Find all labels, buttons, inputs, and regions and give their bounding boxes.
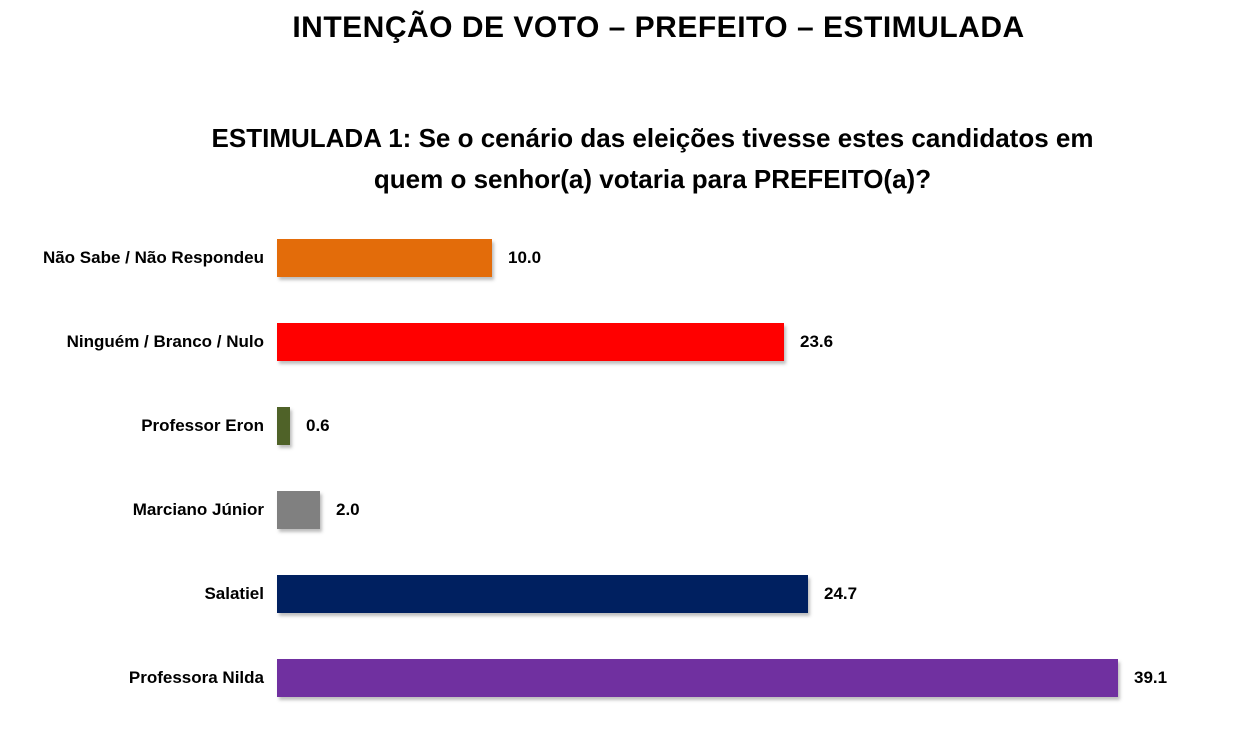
bar-row: Salatiel 24.7: [0, 552, 1247, 636]
bar: [277, 659, 1118, 697]
bar: [277, 491, 320, 529]
value-label: 23.6: [800, 332, 834, 351]
category-label: Professor Eron: [141, 416, 264, 436]
category-label: Não Sabe / Não Respondeu: [42, 248, 264, 268]
bar-row: Marciano Júnior 2.0: [0, 468, 1247, 552]
value-label: 2.0: [336, 500, 360, 519]
bar-chart: Não Sabe / Não Respondeu 10.0 Ninguém / …: [0, 216, 1247, 720]
value-label: 24.7: [824, 584, 858, 603]
category-label: Marciano Júnior: [132, 500, 264, 520]
chart-question: ESTIMULADA 1: Se o cenário das eleições …: [58, 118, 1247, 200]
bar-row: Professora Nilda 39.1: [0, 636, 1247, 720]
category-label: Ninguém / Branco / Nulo: [66, 332, 264, 352]
bar-area: 0.6: [277, 407, 1247, 445]
bar-area: 39.1: [277, 659, 1247, 697]
bar-area: 10.0: [277, 239, 1247, 277]
bar-row: Ninguém / Branco / Nulo 23.6: [0, 300, 1247, 384]
value-label: 10.0: [508, 248, 542, 267]
bar-area: 24.7: [277, 575, 1247, 613]
question-line-1: ESTIMULADA 1: Se o cenário das eleições …: [211, 123, 1094, 153]
bar-row: Não Sabe / Não Respondeu 10.0: [0, 216, 1247, 300]
bar: [277, 239, 492, 277]
bar: [277, 575, 808, 613]
category-label: Salatiel: [204, 584, 264, 604]
page-title: INTENÇÃO DE VOTO – PREFEITO – ESTIMULADA: [292, 11, 1025, 44]
question-line-2: quem o senhor(a) votaria para PREFEITO(a…: [373, 164, 932, 194]
bar: [277, 407, 290, 445]
value-label: 39.1: [1134, 668, 1168, 687]
category-label: Professora Nilda: [128, 668, 264, 688]
bar: [277, 323, 784, 361]
bar-area: 2.0: [277, 491, 1247, 529]
value-label: 0.6: [306, 416, 330, 435]
bar-row: Professor Eron 0.6: [0, 384, 1247, 468]
bar-area: 23.6: [277, 323, 1247, 361]
